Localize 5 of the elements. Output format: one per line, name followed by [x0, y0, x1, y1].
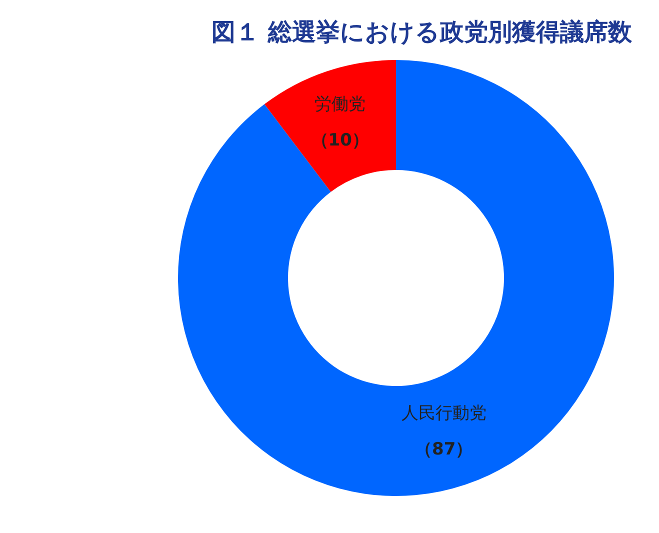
- data-label: （87）: [415, 440, 473, 460]
- chart-title: 図１ 総選挙における政党別獲得議席数: [212, 18, 633, 46]
- slice-label: 人民行動党: [401, 404, 486, 424]
- data-label: （10）: [311, 130, 369, 150]
- slice-label: 労働党: [314, 94, 366, 114]
